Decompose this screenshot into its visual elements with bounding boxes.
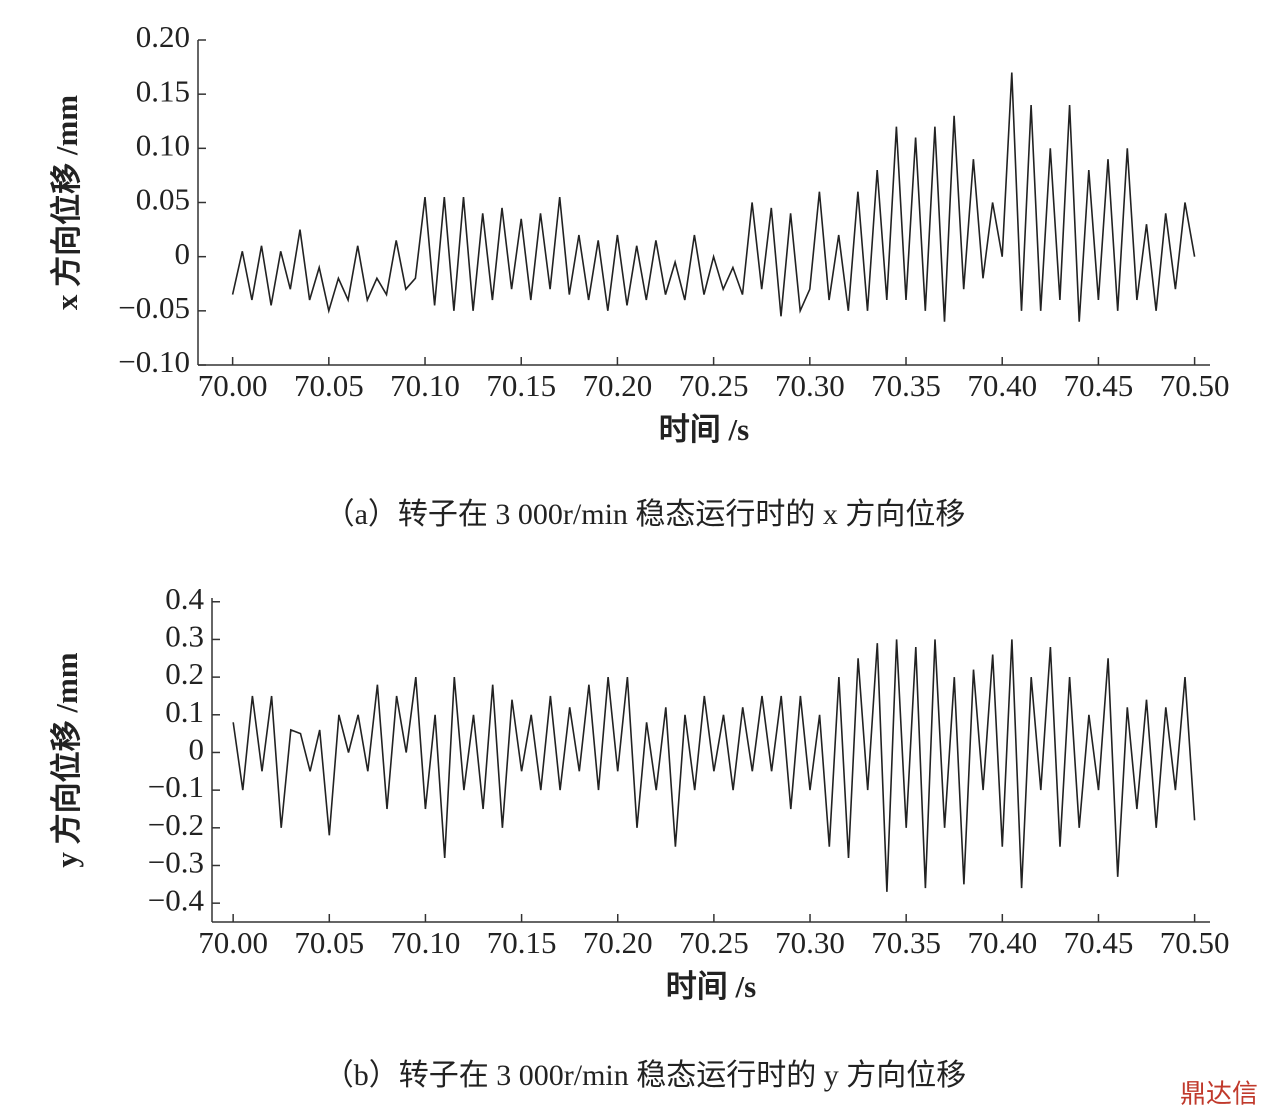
y-tick-label: −0.1 [148, 769, 204, 804]
y-tick-label: 0 [175, 236, 191, 271]
y-tick-label: 0.05 [136, 182, 190, 217]
y-tick-label: 0.15 [136, 73, 190, 108]
x-axis-title: 时间 /s [666, 969, 756, 1004]
x-tick-label: 70.50 [1160, 368, 1230, 403]
x-tick-label: 70.25 [679, 368, 749, 403]
y-axis-title: y 方向位移 /mm [49, 652, 84, 867]
x-tick-label: 70.25 [679, 925, 749, 960]
x-tick-label: 70.45 [1064, 925, 1134, 960]
x-axis-title: 时间 /s [659, 412, 749, 447]
x-tick-label: 70.10 [390, 368, 460, 403]
x-tick-label: 70.05 [294, 368, 364, 403]
data-line [231, 72, 1196, 322]
y-tick-label: 0.4 [165, 581, 204, 616]
y-tick-label: −0.05 [118, 290, 190, 325]
x-tick-label: 70.50 [1160, 925, 1230, 960]
x-tick-label: 70.15 [486, 368, 556, 403]
x-tick-label: 70.20 [583, 368, 653, 403]
y-tick-label: 0 [189, 732, 205, 767]
x-tick-label: 70.30 [775, 368, 845, 403]
y-tick-label: −0.10 [118, 344, 190, 379]
y-axis-title: x 方向位移 /mm [49, 95, 84, 310]
x-tick-label: 70.35 [871, 925, 941, 960]
x-tick-label: 70.00 [198, 925, 268, 960]
x-tick-label: 70.20 [583, 925, 653, 960]
y-tick-label: −0.2 [148, 807, 204, 842]
y-tick-label: −0.4 [148, 882, 205, 917]
caption: （b）转子在 3 000r/min 稳态运行时的 y 方向位移 [324, 1059, 967, 1092]
x-tick-label: 70.45 [1064, 368, 1134, 403]
x-tick-label: 70.15 [487, 925, 557, 960]
data-line [232, 639, 1196, 892]
x-tick-label: 70.10 [391, 925, 461, 960]
y-tick-label: 0.3 [165, 619, 204, 654]
y-tick-label: −0.3 [148, 845, 204, 880]
y-tick-label: 0.2 [165, 656, 204, 691]
y-tick-label: 0.10 [136, 127, 190, 162]
y-tick-label: 0.1 [165, 694, 204, 729]
y-tick-label: 0.20 [136, 19, 190, 54]
x-tick-label: 70.35 [871, 368, 941, 403]
x-tick-label: 70.00 [198, 368, 268, 403]
x-tick-label: 70.05 [294, 925, 364, 960]
caption: （a）转子在 3 000r/min 稳态运行时的 x 方向位移 [325, 498, 966, 531]
x-tick-label: 70.30 [775, 925, 845, 960]
watermark: 鼎达信 [1180, 1080, 1258, 1110]
x-tick-label: 70.40 [967, 368, 1037, 403]
x-tick-label: 70.40 [967, 925, 1037, 960]
